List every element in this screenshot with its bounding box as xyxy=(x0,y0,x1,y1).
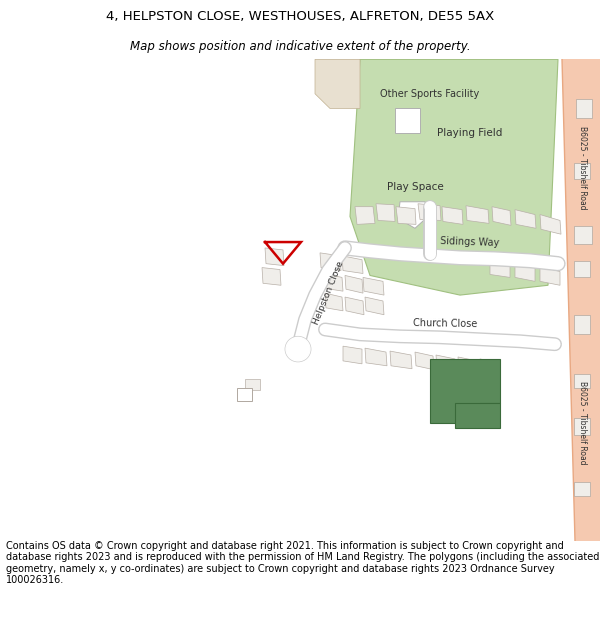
Text: B6025 - Tibshelf Road: B6025 - Tibshelf Road xyxy=(577,126,587,209)
Text: Sidings Way: Sidings Way xyxy=(440,236,500,248)
Polygon shape xyxy=(562,59,600,541)
Polygon shape xyxy=(480,359,500,377)
Text: Playing Field: Playing Field xyxy=(437,128,503,138)
Polygon shape xyxy=(262,268,281,285)
Polygon shape xyxy=(436,355,456,372)
Polygon shape xyxy=(315,59,360,109)
Polygon shape xyxy=(430,359,500,423)
Polygon shape xyxy=(576,99,592,118)
Polygon shape xyxy=(490,260,510,278)
Polygon shape xyxy=(396,207,416,224)
Polygon shape xyxy=(515,209,536,228)
Polygon shape xyxy=(492,207,511,226)
Polygon shape xyxy=(355,207,375,224)
Polygon shape xyxy=(325,293,343,311)
Polygon shape xyxy=(363,278,384,295)
Polygon shape xyxy=(395,109,420,133)
Polygon shape xyxy=(342,256,363,274)
Polygon shape xyxy=(365,348,387,366)
Polygon shape xyxy=(365,297,384,315)
Polygon shape xyxy=(540,267,560,285)
Text: Contains OS data © Crown copyright and database right 2021. This information is : Contains OS data © Crown copyright and d… xyxy=(6,541,599,586)
Polygon shape xyxy=(458,357,478,374)
Polygon shape xyxy=(323,274,343,291)
Polygon shape xyxy=(574,226,592,244)
Polygon shape xyxy=(398,202,428,228)
Polygon shape xyxy=(455,403,500,428)
Polygon shape xyxy=(390,351,412,369)
Polygon shape xyxy=(574,374,590,388)
Text: Church Close: Church Close xyxy=(413,318,477,329)
Text: Helpston Close: Helpston Close xyxy=(312,260,346,326)
Text: Map shows position and indicative extent of the property.: Map shows position and indicative extent… xyxy=(130,40,470,52)
Polygon shape xyxy=(466,206,489,223)
Polygon shape xyxy=(515,262,535,281)
Polygon shape xyxy=(237,388,252,401)
Polygon shape xyxy=(574,261,590,278)
Circle shape xyxy=(425,202,435,212)
Polygon shape xyxy=(418,204,441,221)
Polygon shape xyxy=(345,276,363,293)
Circle shape xyxy=(286,338,310,361)
Polygon shape xyxy=(574,482,590,496)
Polygon shape xyxy=(442,207,463,224)
Polygon shape xyxy=(415,352,434,370)
Polygon shape xyxy=(574,315,590,334)
Text: Other Sports Facility: Other Sports Facility xyxy=(380,89,479,99)
Polygon shape xyxy=(265,248,284,266)
Polygon shape xyxy=(350,59,558,295)
Polygon shape xyxy=(540,214,561,234)
Polygon shape xyxy=(574,162,590,179)
Polygon shape xyxy=(574,418,590,434)
Polygon shape xyxy=(343,346,362,364)
Text: 4, HELPSTON CLOSE, WESTHOUSES, ALFRETON, DE55 5AX: 4, HELPSTON CLOSE, WESTHOUSES, ALFRETON,… xyxy=(106,10,494,23)
Polygon shape xyxy=(376,204,395,221)
Polygon shape xyxy=(320,253,341,271)
Text: Play Space: Play Space xyxy=(386,182,443,192)
Text: B6025 - Tibshelf Road: B6025 - Tibshelf Road xyxy=(577,381,587,464)
Polygon shape xyxy=(345,297,364,315)
Polygon shape xyxy=(245,379,260,391)
